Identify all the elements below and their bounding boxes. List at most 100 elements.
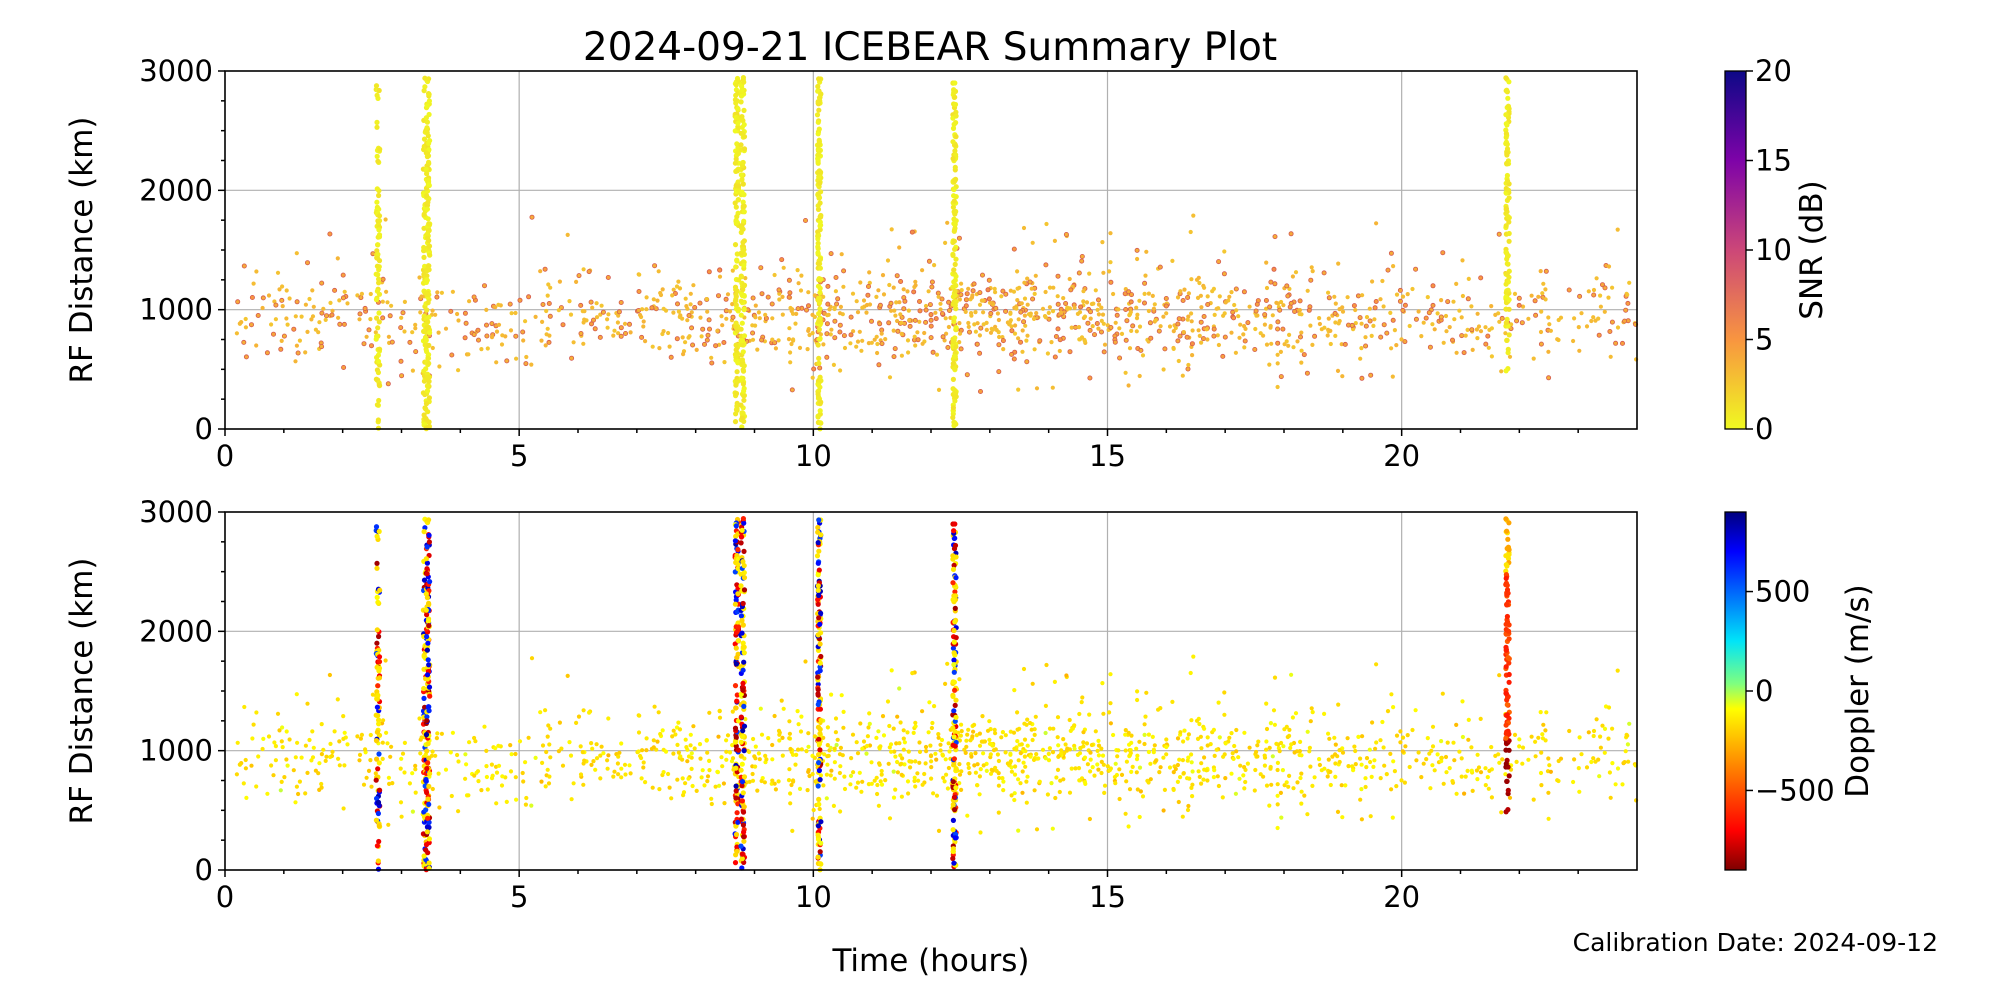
data-point	[899, 761, 904, 766]
data-point	[1543, 297, 1548, 302]
data-point	[616, 309, 622, 315]
data-point	[706, 317, 712, 323]
data-point	[740, 728, 746, 734]
data-point	[1022, 721, 1027, 726]
data-point	[299, 755, 304, 760]
data-point	[923, 744, 929, 750]
data-point	[1284, 724, 1289, 730]
data-point	[1242, 730, 1247, 735]
data-point	[796, 281, 801, 286]
data-point	[1000, 776, 1005, 781]
data-point	[1465, 327, 1470, 332]
data-point	[426, 419, 432, 425]
data-point	[413, 767, 418, 772]
data-point	[1223, 300, 1228, 305]
data-point	[740, 203, 746, 209]
data-point	[952, 178, 958, 184]
data-point	[1140, 353, 1146, 358]
data-point	[1503, 664, 1509, 670]
data-point	[1504, 778, 1510, 784]
data-point	[705, 309, 710, 314]
data-point	[724, 316, 729, 321]
data-point	[472, 735, 477, 741]
data-point	[838, 368, 843, 373]
data-point	[341, 736, 346, 742]
data-point	[591, 317, 597, 323]
data-point	[803, 659, 808, 664]
data-point	[815, 572, 821, 578]
data-point	[1123, 370, 1128, 375]
data-point	[952, 366, 958, 372]
data-point	[1368, 372, 1374, 378]
data-point	[383, 658, 388, 663]
data-point	[740, 640, 746, 646]
data-point	[915, 330, 920, 335]
data-point	[413, 322, 418, 327]
data-point	[683, 737, 688, 742]
data-point	[1623, 307, 1629, 313]
data-point	[489, 776, 495, 781]
data-point	[652, 263, 658, 269]
data-point	[1135, 753, 1140, 758]
data-point	[1107, 710, 1112, 715]
data-point	[848, 332, 854, 338]
data-point	[1138, 789, 1143, 794]
data-point	[1127, 787, 1133, 792]
data-point	[1268, 279, 1274, 285]
data-point	[1584, 765, 1590, 770]
data-point	[643, 339, 648, 344]
data-point	[1033, 714, 1038, 719]
data-point	[906, 791, 911, 796]
data-point	[1123, 811, 1128, 816]
data-point	[413, 349, 419, 355]
data-point	[974, 341, 980, 347]
data-point	[576, 273, 582, 279]
data-point	[1308, 719, 1313, 724]
data-point	[1078, 304, 1084, 310]
data-point	[1295, 339, 1300, 344]
data-point	[815, 83, 821, 90]
data-point	[1589, 759, 1594, 765]
data-point	[1363, 323, 1369, 329]
data-point	[933, 316, 939, 322]
data-point	[938, 748, 943, 753]
data-point	[407, 339, 413, 345]
data-point	[565, 673, 570, 679]
data-point	[650, 785, 655, 790]
data-point	[1430, 322, 1435, 327]
data-point	[789, 782, 794, 788]
data-point	[556, 749, 562, 754]
data-point	[738, 613, 745, 619]
data-point	[816, 76, 822, 82]
data-point	[364, 775, 369, 780]
data-point	[1185, 807, 1191, 813]
data-point	[952, 261, 958, 267]
data-point	[1050, 385, 1055, 390]
data-point	[1514, 318, 1520, 324]
data-point	[950, 597, 956, 603]
data-point	[1113, 320, 1118, 325]
data-point	[544, 308, 549, 314]
data-point	[833, 730, 839, 735]
data-point	[293, 359, 298, 364]
data-point	[732, 601, 739, 607]
data-point	[1108, 701, 1113, 706]
data-point	[1046, 751, 1051, 757]
data-point	[423, 166, 429, 172]
data-point	[740, 809, 747, 815]
data-point	[965, 732, 970, 737]
data-point	[426, 532, 432, 538]
data-point	[757, 316, 762, 321]
data-point	[425, 374, 431, 380]
data-point	[489, 321, 495, 327]
data-point	[735, 360, 741, 366]
data-point	[1289, 672, 1294, 677]
data-point	[817, 660, 823, 666]
data-point	[816, 355, 822, 361]
data-point	[639, 334, 645, 340]
data-point	[902, 740, 908, 745]
data-point	[950, 156, 956, 162]
data-point	[772, 781, 777, 786]
data-point	[1111, 291, 1116, 297]
data-point	[924, 749, 929, 754]
